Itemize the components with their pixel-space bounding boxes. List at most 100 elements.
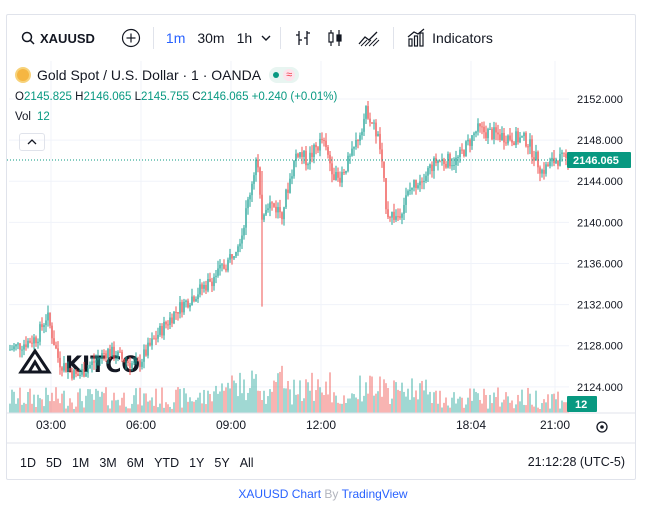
volume-bar bbox=[151, 397, 153, 413]
gear-icon[interactable] bbox=[596, 421, 608, 433]
candle-body bbox=[171, 317, 173, 324]
candle-body bbox=[325, 140, 327, 148]
time-tick-label: 03:00 bbox=[36, 418, 66, 432]
volume-bar bbox=[203, 389, 205, 413]
tradingview-link[interactable]: TradingView bbox=[341, 487, 408, 501]
candle-body bbox=[395, 216, 397, 220]
candle-body bbox=[115, 358, 117, 360]
last-price-label: 2146.065 bbox=[573, 155, 619, 167]
candle-body bbox=[287, 189, 289, 193]
candles-style-button[interactable] bbox=[319, 23, 351, 53]
candle-body bbox=[497, 132, 499, 135]
compare-button[interactable] bbox=[115, 23, 147, 53]
candle-body bbox=[177, 311, 179, 314]
volume-bar bbox=[27, 391, 29, 413]
volume-bar bbox=[311, 372, 313, 413]
interval-1h[interactable]: 1h bbox=[236, 30, 253, 46]
interval-1m[interactable]: 1m bbox=[165, 30, 186, 46]
price-tick-label: 2140.000 bbox=[577, 217, 623, 229]
indicators-icon bbox=[407, 28, 425, 47]
indicators-button[interactable]: Indicators bbox=[400, 23, 499, 53]
interval-30m[interactable]: 30m bbox=[197, 30, 225, 46]
range-all[interactable]: All bbox=[239, 456, 254, 470]
collapse-legend-button[interactable] bbox=[19, 133, 45, 151]
volume-bar bbox=[51, 392, 53, 413]
symbol-search[interactable]: XAUUSD bbox=[15, 23, 101, 53]
candle-body bbox=[229, 254, 231, 260]
candle-body bbox=[507, 135, 509, 144]
close-key: C bbox=[192, 91, 201, 103]
candle-body bbox=[217, 268, 219, 276]
range-6m[interactable]: 6M bbox=[126, 456, 145, 470]
volume-bar bbox=[255, 374, 257, 413]
volume-bar bbox=[401, 382, 403, 413]
volume-bar bbox=[105, 387, 107, 413]
candle-body bbox=[109, 349, 111, 357]
range-3m[interactable]: 3M bbox=[99, 456, 117, 470]
candle-body bbox=[449, 153, 451, 167]
volume-bar bbox=[55, 387, 57, 413]
change-value: +0.240 (+0.01%) bbox=[251, 91, 338, 103]
volume-bar bbox=[563, 402, 565, 413]
candle-body bbox=[29, 340, 31, 343]
volume-bar bbox=[65, 408, 67, 413]
price-chart[interactable]: KITCO2152.0002148.0002144.0002140.000213… bbox=[7, 15, 635, 445]
volume-bar bbox=[63, 390, 65, 413]
clock-timezone[interactable]: 21:12:28 (UTC-5) bbox=[527, 455, 625, 469]
candle-body bbox=[407, 191, 409, 196]
volume-bar bbox=[19, 387, 21, 413]
candle-body bbox=[351, 148, 353, 156]
volume-bar bbox=[547, 394, 549, 413]
candle-body bbox=[245, 208, 247, 228]
volume-bar bbox=[469, 388, 471, 413]
range-5y[interactable]: 5Y bbox=[214, 456, 230, 470]
volume-bar bbox=[343, 395, 345, 413]
candle-body bbox=[545, 164, 547, 174]
volume-bar bbox=[45, 387, 47, 413]
volume-bar bbox=[127, 408, 129, 413]
range-5d[interactable]: 5D bbox=[45, 456, 62, 470]
high-value: 2146.065 bbox=[83, 91, 132, 103]
bars-style-button[interactable] bbox=[287, 23, 319, 53]
volume-bar bbox=[11, 389, 13, 413]
volume-bar bbox=[375, 393, 377, 413]
range-1y[interactable]: 1Y bbox=[189, 456, 205, 470]
area-style-button[interactable] bbox=[351, 23, 387, 53]
candle-body bbox=[57, 348, 59, 358]
candle-body bbox=[221, 264, 223, 266]
candle-body bbox=[19, 343, 21, 350]
volume-value: 12 bbox=[37, 111, 50, 123]
volume-bar bbox=[99, 396, 101, 413]
volume-bar bbox=[463, 407, 465, 413]
candle-body bbox=[121, 351, 123, 359]
candle-body bbox=[45, 320, 47, 326]
volume-bar bbox=[423, 390, 425, 413]
volume-bar bbox=[377, 391, 379, 413]
candle-body bbox=[307, 164, 309, 166]
low-key: L bbox=[134, 91, 142, 103]
interval-dropdown[interactable] bbox=[258, 23, 274, 53]
volume-bar bbox=[179, 388, 181, 413]
volume-bar bbox=[215, 385, 217, 413]
volume-bar bbox=[233, 380, 235, 413]
range-ytd[interactable]: YTD bbox=[154, 456, 180, 470]
volume-bar bbox=[115, 400, 117, 413]
volume-bar bbox=[369, 375, 371, 413]
volume-legend: Vol 12 bbox=[15, 111, 50, 123]
candle-body bbox=[239, 243, 241, 247]
range-1m[interactable]: 1M bbox=[71, 456, 90, 470]
volume-bar bbox=[259, 390, 261, 413]
candle-body bbox=[99, 357, 101, 359]
volume-bar bbox=[155, 388, 157, 413]
open-key: O bbox=[15, 91, 24, 103]
chart-link[interactable]: XAUUSD Chart bbox=[238, 487, 322, 501]
volume-bar bbox=[75, 406, 77, 413]
candle-body bbox=[55, 345, 57, 349]
market-status-badge[interactable]: ≈ bbox=[269, 67, 300, 83]
toolbar-divider bbox=[152, 27, 154, 49]
candle-body bbox=[257, 159, 259, 168]
candle-body bbox=[21, 349, 23, 351]
bar-chart-icon bbox=[296, 31, 311, 45]
range-1d[interactable]: 1D bbox=[20, 456, 36, 470]
volume-bar bbox=[447, 405, 449, 413]
